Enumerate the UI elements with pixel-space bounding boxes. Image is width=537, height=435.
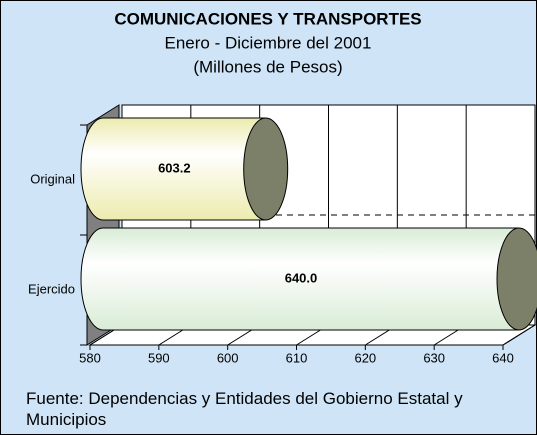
bar-cap <box>243 117 289 221</box>
x-tick-label: 610 <box>286 350 308 365</box>
data-label: 640.0 <box>285 270 318 285</box>
x-tick-label: 620 <box>354 350 376 365</box>
x-tick-label: 600 <box>217 350 239 365</box>
bar <box>80 227 520 331</box>
bar-cap <box>496 227 537 331</box>
y-tick-label: Original <box>30 171 75 186</box>
x-tick-label: 580 <box>79 350 101 365</box>
y-tick-label: Ejercido <box>28 281 75 296</box>
floor-tick <box>502 324 536 346</box>
bar <box>80 117 267 221</box>
chart-subtitle: (Millones de Pesos) <box>193 57 342 76</box>
source-note: Fuente: Dependencias y Entidades del Gob… <box>26 389 463 429</box>
x-tick-label: 590 <box>148 350 170 365</box>
chart-title: COMUNICACIONES Y TRANSPORTES <box>114 9 421 28</box>
chart-subtitle: Enero - Diciembre del 2001 <box>165 33 372 52</box>
x-tick-label: 640 <box>492 350 514 365</box>
data-label: 603.2 <box>158 160 191 175</box>
x-tick-label: 630 <box>423 350 445 365</box>
